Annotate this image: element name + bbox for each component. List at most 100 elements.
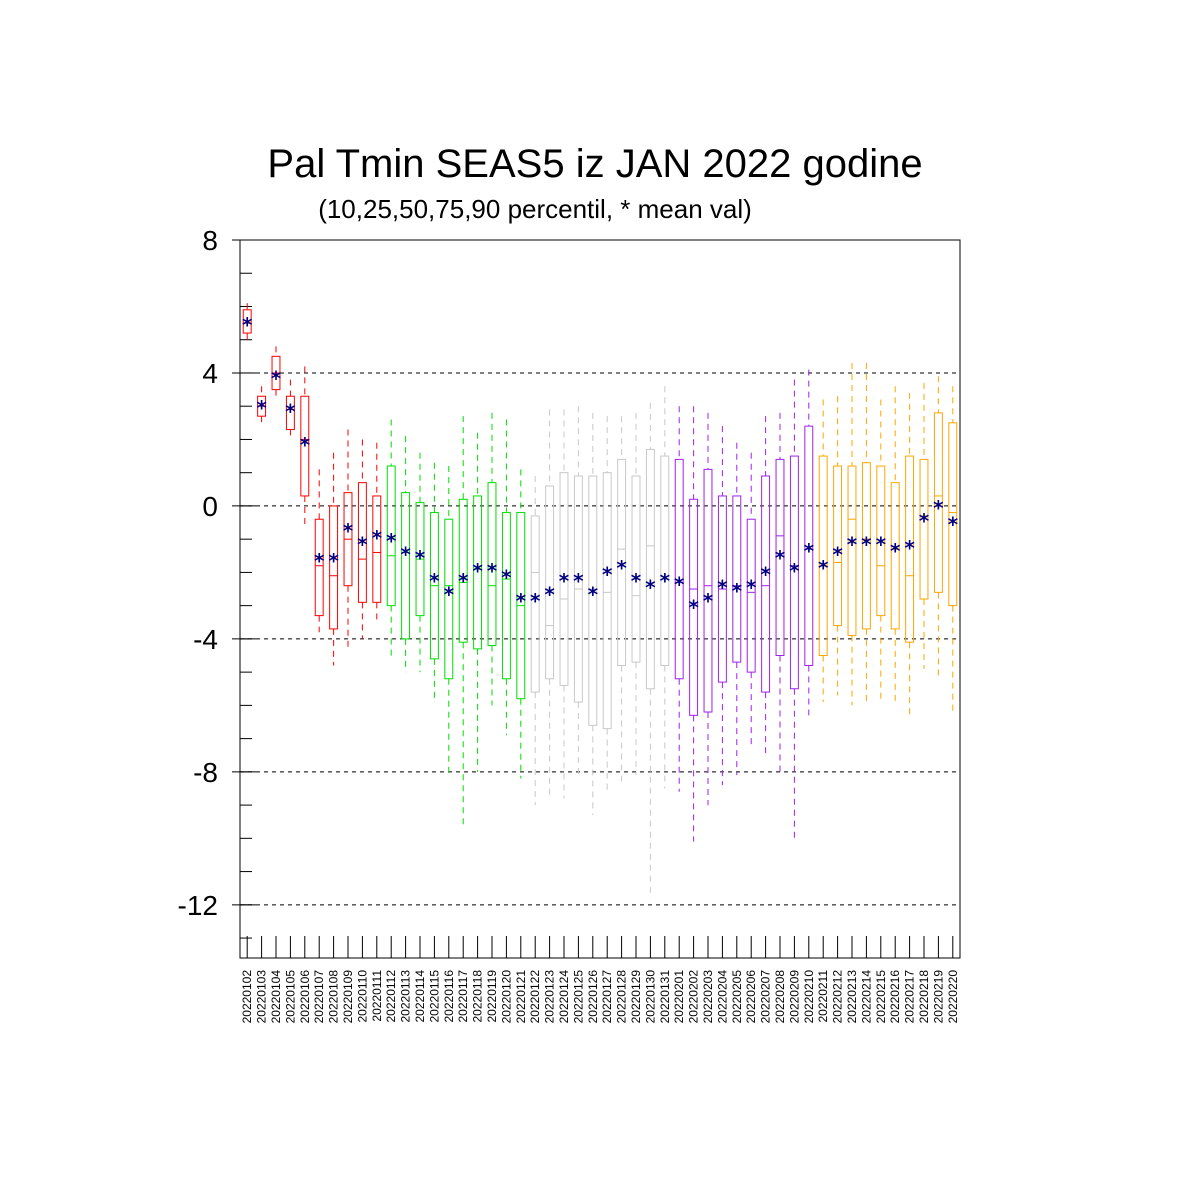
x-tick-label: 20220205 xyxy=(730,970,744,1024)
mean-markers: ****** *** * ** **** * * ** * ** *** ** * * ** ** * *****… xyxy=(242,313,959,620)
mean-marker: * xyxy=(904,536,915,560)
x-tick-label: 20220104 xyxy=(269,970,283,1024)
box-iqr xyxy=(401,492,411,640)
mean-marker: * xyxy=(948,513,959,537)
box-iqr xyxy=(746,518,756,673)
box-iqr xyxy=(545,485,555,680)
mean-marker: * xyxy=(300,433,311,457)
x-tick-label: 20220117 xyxy=(456,970,470,1023)
x-tick-label: 20220119 xyxy=(485,970,499,1023)
mean-marker: * xyxy=(760,562,771,586)
y-tick-label: -4 xyxy=(193,624,218,655)
mean-marker: * xyxy=(616,556,627,580)
box-iqr xyxy=(732,495,742,663)
box-iqr xyxy=(775,458,785,657)
box-iqr xyxy=(833,465,843,627)
mean-marker: * xyxy=(415,546,426,570)
mean-marker: * xyxy=(717,576,728,600)
x-tick-label: 20220113 xyxy=(399,970,413,1023)
x-tick-label: 20220216 xyxy=(888,970,902,1024)
mean-marker: * xyxy=(444,582,455,606)
box-iqr xyxy=(357,482,367,603)
box-iqr xyxy=(372,495,382,603)
x-tick-label: 20220109 xyxy=(341,970,355,1024)
x-tick-label: 20220123 xyxy=(543,970,557,1024)
x-tick-label: 20220126 xyxy=(586,970,600,1024)
mean-marker: * xyxy=(890,539,901,563)
box-iqr xyxy=(458,498,468,643)
mean-marker: * xyxy=(631,569,642,593)
x-tick-label: 20220204 xyxy=(715,970,729,1024)
mean-marker: * xyxy=(804,539,815,563)
box-iqr xyxy=(804,425,814,666)
x-tick-label: 20220118 xyxy=(471,970,485,1023)
mean-marker: * xyxy=(314,549,325,573)
x-tick-label: 20220206 xyxy=(744,970,758,1024)
mean-marker: * xyxy=(501,566,512,590)
mean-marker: * xyxy=(386,529,397,553)
x-tick-label: 20220121 xyxy=(514,970,528,1024)
mean-marker: * xyxy=(919,509,930,533)
box-iqr xyxy=(876,465,886,617)
chart-subtitle: (10,25,50,75,90 percentil, * mean val) xyxy=(318,194,752,224)
x-tick-label: 20220219 xyxy=(931,970,945,1024)
box-iqr xyxy=(602,472,612,730)
mean-marker: * xyxy=(876,532,887,556)
mean-marker: * xyxy=(285,400,296,424)
box-iqr xyxy=(948,422,958,607)
mean-marker: * xyxy=(789,559,800,583)
box-iqr xyxy=(645,448,655,690)
mean-marker: * xyxy=(271,366,282,390)
mean-marker: * xyxy=(660,569,671,593)
box-iqr xyxy=(329,505,339,630)
gridlines xyxy=(240,239,960,906)
mean-marker: * xyxy=(746,576,757,600)
mean-marker: * xyxy=(256,396,267,420)
x-tick-label: 20220212 xyxy=(831,970,845,1024)
box-iqr xyxy=(660,455,670,666)
x-tick-label: 20220128 xyxy=(615,970,629,1024)
y-tick-label: -8 xyxy=(193,757,218,788)
mean-marker: * xyxy=(732,579,743,603)
mean-marker: * xyxy=(573,569,584,593)
x-tick-label: 20220207 xyxy=(759,970,773,1024)
box-iqr xyxy=(559,472,569,686)
box-iqr xyxy=(473,495,483,650)
mean-marker: * xyxy=(472,559,483,583)
x-tick-label: 20220209 xyxy=(787,970,801,1024)
box-iqr xyxy=(501,512,511,680)
x-tick-label: 20220131 xyxy=(658,970,672,1024)
mean-marker: * xyxy=(487,559,498,583)
box-iqr xyxy=(861,462,871,630)
mean-marker: * xyxy=(328,549,339,573)
x-tick-label: 20220218 xyxy=(917,970,931,1024)
x-tick-label: 20220116 xyxy=(442,970,456,1023)
box-iqr xyxy=(530,515,540,693)
x-tick-label: 20220211 xyxy=(816,970,830,1023)
box-iqr xyxy=(890,482,900,630)
mean-marker: * xyxy=(357,532,368,556)
x-tick-label: 20220210 xyxy=(802,970,816,1024)
x-tick-label: 20220122 xyxy=(528,970,542,1024)
y-tick-label: 4 xyxy=(202,358,218,389)
chart-title: Pal Tmin SEAS5 iz JAN 2022 godine xyxy=(267,142,922,186)
box-iqr xyxy=(919,458,929,600)
mean-marker: * xyxy=(775,546,786,570)
x-tick-label: 20220125 xyxy=(571,970,585,1024)
x-tick-label: 20220105 xyxy=(283,970,297,1024)
mean-marker: * xyxy=(703,589,714,613)
mean-marker: * xyxy=(847,532,858,556)
mean-marker: * xyxy=(645,576,656,600)
x-tick-label: 20220112 xyxy=(384,970,398,1023)
x-tick-label: 20220215 xyxy=(874,970,888,1024)
x-tick-label: 20220213 xyxy=(845,970,859,1024)
box-iqr xyxy=(689,498,699,716)
y-tick-label: 0 xyxy=(202,491,218,522)
x-tick-label: 20220203 xyxy=(701,970,715,1024)
mean-marker: * xyxy=(588,582,599,606)
box-iqr xyxy=(487,482,497,647)
box-iqr xyxy=(703,468,713,713)
x-tick-label: 20220110 xyxy=(355,970,369,1023)
x-tick-label: 20220106 xyxy=(298,970,312,1024)
